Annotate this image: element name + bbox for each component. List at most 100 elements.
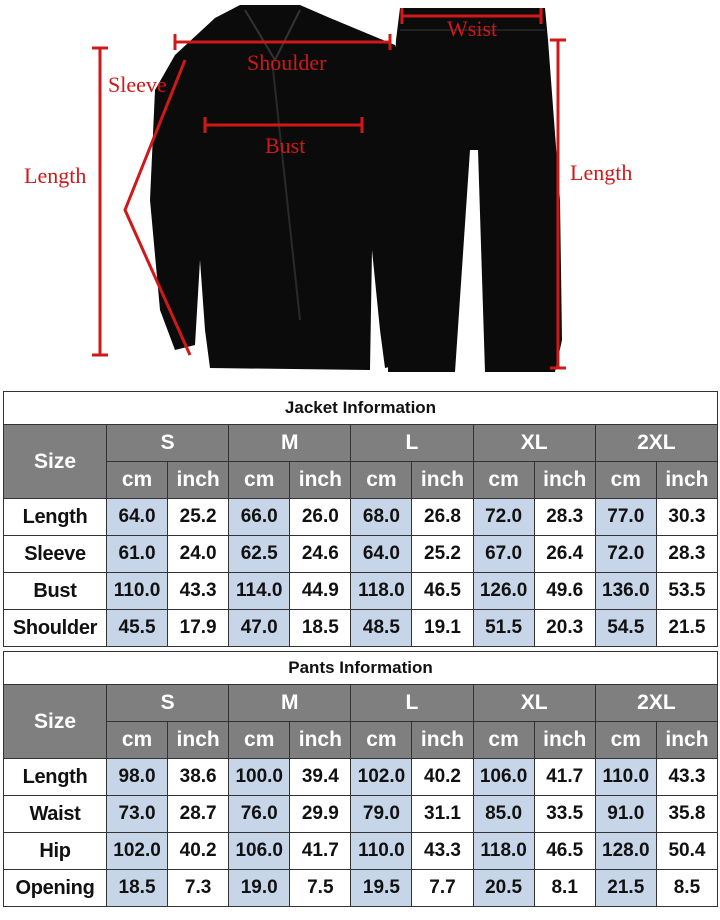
table-title: Pants Information — [2, 651, 719, 685]
cm-value: 72.0 — [594, 535, 657, 573]
inch-value: 25.2 — [167, 498, 230, 536]
inch-value: 7.7 — [411, 869, 474, 907]
unit-inch-header: inch — [533, 721, 596, 759]
unit-inch-header: inch — [655, 721, 719, 759]
cm-value: 106.0 — [228, 832, 291, 870]
inch-value: 44.9 — [289, 572, 352, 610]
table-row: Shoulder 45.5 17.9 47.0 18.5 48.5 19.1 51.5 20.3… — [3, 609, 718, 647]
inch-value: 24.6 — [289, 535, 352, 573]
inch-value: 20.3 — [533, 609, 596, 647]
inch-value: 41.7 — [533, 758, 596, 796]
cm-value: 19.0 — [228, 869, 291, 907]
measurement-label: Sleeve — [3, 535, 107, 573]
pants-size-table: Pants Information Size S M L XL 2XL cm inch cm inc… — [2, 651, 719, 907]
measurement-label: Bust — [3, 572, 107, 610]
table-row: Sleeve 61.0 24.0 62.5 24.6 64.0 25.2 67.0 26.4 72… — [3, 535, 718, 573]
garment-measurement-illustration: Shoulder Sleeve Bust Length Wsist Length — [24, 5, 632, 372]
shoulder-label: Shoulder — [247, 50, 327, 75]
unit-inch-header: inch — [533, 461, 596, 499]
bust-label: Bust — [265, 133, 305, 158]
table-row: Bust 110.0 43.3 114.0 44.9 118.0 46.5 126.0 49.6… — [3, 572, 718, 610]
size-header: Size — [3, 424, 107, 499]
inch-value: 41.7 — [289, 832, 352, 870]
unit-cm-header: cm — [594, 461, 657, 499]
size-header-row: Size S M L XL 2XL — [3, 424, 718, 499]
cm-value: 21.5 — [594, 869, 657, 907]
inch-value: 8.1 — [533, 869, 596, 907]
inch-value: 26.4 — [533, 535, 596, 573]
cm-value: 51.5 — [472, 609, 535, 647]
cm-value: 118.0 — [472, 832, 535, 870]
cm-value: 72.0 — [472, 498, 535, 536]
cm-value: 77.0 — [594, 498, 657, 536]
inch-value: 43.3 — [167, 572, 230, 610]
cm-value: 20.5 — [472, 869, 535, 907]
inch-value: 30.3 — [655, 498, 718, 536]
unit-inch-header: inch — [411, 461, 474, 499]
inch-value: 18.5 — [289, 609, 352, 647]
cm-value: 62.5 — [228, 535, 291, 573]
jacket-image — [150, 5, 425, 370]
size-2xl-header: 2XL — [594, 424, 718, 462]
cm-value: 54.5 — [594, 609, 657, 647]
cm-value: 45.5 — [105, 609, 169, 647]
table-row: Length 98.0 38.6 100.0 39.4 102.0 40.2 106.0 41.… — [3, 758, 719, 796]
measurement-label: Shoulder — [3, 609, 107, 647]
cm-value: 110.0 — [350, 832, 413, 870]
table-row: Length 64.0 25.2 66.0 26.0 68.0 26.8 72.0 28.3 77… — [3, 498, 718, 536]
inch-value: 25.2 — [411, 535, 474, 573]
cm-value: 64.0 — [350, 535, 413, 573]
cm-value: 91.0 — [594, 795, 657, 833]
unit-header-row: cm inch cm inch cm inch cm inch cm inch — [4, 721, 719, 759]
inch-value: 26.0 — [289, 498, 352, 536]
unit-inch-header: inch — [411, 721, 474, 759]
inch-value: 50.4 — [655, 832, 719, 870]
cm-value: 67.0 — [472, 535, 535, 573]
unit-cm-header: cm — [472, 721, 535, 759]
unit-inch-header: inch — [167, 461, 230, 499]
inch-value: 28.7 — [167, 795, 230, 833]
inch-value: 49.6 — [533, 572, 596, 610]
unit-cm-header: cm — [350, 721, 413, 759]
inch-value: 31.1 — [411, 795, 474, 833]
cm-value: 48.5 — [350, 609, 413, 647]
inch-value: 38.6 — [167, 758, 230, 796]
pants-image — [388, 8, 562, 372]
cm-value: 79.0 — [350, 795, 413, 833]
cm-value: 76.0 — [228, 795, 291, 833]
cm-value: 66.0 — [228, 498, 291, 536]
unit-inch-header: inch — [289, 461, 352, 499]
cm-value: 98.0 — [105, 758, 169, 796]
cm-value: 110.0 — [105, 572, 169, 610]
unit-cm-header: cm — [472, 461, 535, 499]
cm-value: 18.5 — [105, 869, 169, 907]
cm-value: 73.0 — [105, 795, 169, 833]
measurement-label: Opening — [3, 869, 107, 907]
cm-value: 110.0 — [594, 758, 657, 796]
unit-cm-header: cm — [350, 461, 413, 499]
cm-value: 114.0 — [228, 572, 291, 610]
cm-value: 47.0 — [228, 609, 291, 647]
measurement-label: Waist — [3, 795, 107, 833]
table-row: Waist 73.0 28.7 76.0 29.9 79.0 31.1 85.0 33.5 91.… — [3, 795, 719, 833]
inch-value: 21.5 — [655, 609, 718, 647]
inch-value: 8.5 — [655, 869, 719, 907]
size-xl-header: XL — [472, 684, 596, 722]
unit-cm-header: cm — [594, 721, 657, 759]
inch-value: 40.2 — [411, 758, 474, 796]
measure-lines — [92, 8, 566, 370]
table-row: Opening 18.5 7.3 19.0 7.5 19.5 7.7 20.5 8.1 21.5 8… — [3, 869, 719, 907]
waist-label: Wsist — [447, 16, 497, 41]
inch-value: 35.8 — [655, 795, 719, 833]
cm-value: 85.0 — [472, 795, 535, 833]
cm-value: 136.0 — [594, 572, 657, 610]
size-header: Size — [3, 684, 107, 759]
inch-value: 43.3 — [655, 758, 719, 796]
unit-cm-header: cm — [105, 721, 169, 759]
unit-inch-header: inch — [167, 721, 230, 759]
size-m-header: M — [228, 424, 352, 462]
title-row: Pants Information — [2, 651, 719, 685]
cm-value: 100.0 — [228, 758, 291, 796]
inch-value: 7.5 — [289, 869, 352, 907]
sleeve-label: Sleeve — [108, 72, 167, 97]
